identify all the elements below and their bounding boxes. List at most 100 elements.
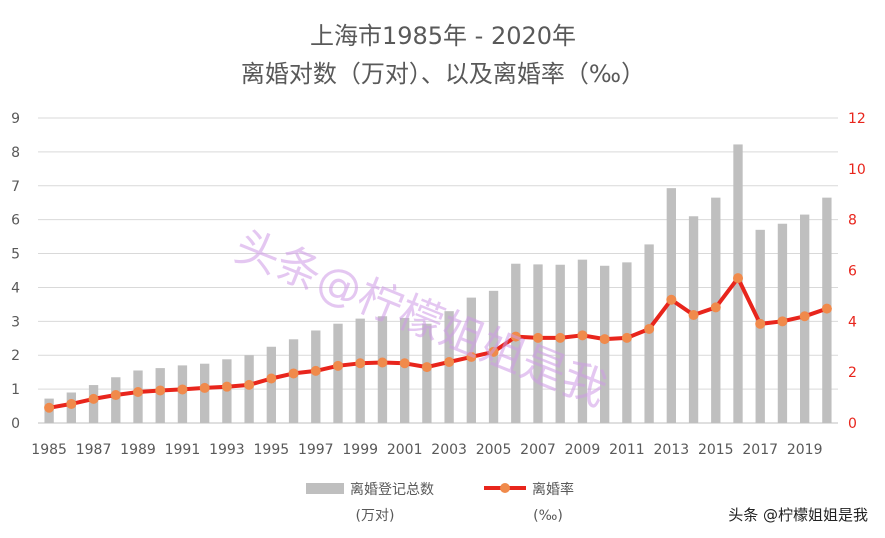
- line-point: [510, 331, 521, 342]
- y-left-tick-label: 4: [11, 280, 20, 296]
- y-left-tick-label: 0: [11, 416, 20, 432]
- line-point: [533, 332, 543, 343]
- line-point: [821, 303, 832, 314]
- x-tick-label: 2007: [520, 442, 556, 458]
- line-point: [333, 360, 343, 371]
- x-axis: 1985 1987 1989 1991 1993 1995 1997 1999 2001 2003…: [31, 442, 822, 458]
- corner-watermark: 头条 @柠檬姐姐是我: [728, 506, 868, 524]
- line-point: [777, 316, 788, 327]
- x-tick-label: 2009: [565, 442, 601, 458]
- chart-title-line2: 离婚对数（万对）、以及离婚率（‰）: [241, 60, 645, 88]
- x-tick-label: 1997: [298, 442, 334, 458]
- bar: [377, 316, 388, 423]
- bar: [555, 264, 565, 423]
- y-right-tick-label: 2: [848, 365, 857, 381]
- y-right-tick-label: 8: [848, 213, 857, 229]
- bar: [88, 385, 99, 423]
- bar: [600, 265, 610, 423]
- bar: [733, 144, 743, 423]
- line-point: [755, 318, 766, 329]
- legend: 离婚登记总数 (万对) 离婚率 (‰): [306, 481, 574, 524]
- bar: [200, 363, 210, 423]
- line-point: [88, 393, 99, 404]
- legend-label-bar: 离婚登记总数: [350, 481, 434, 498]
- y-right-tick-label: 4: [848, 314, 857, 330]
- line-point: [555, 332, 566, 343]
- y-left-tick-label: 3: [11, 314, 20, 330]
- line-point: [377, 357, 388, 368]
- line-point: [421, 362, 432, 373]
- bar: [400, 317, 410, 423]
- line-point: [444, 357, 455, 367]
- line-point: [266, 373, 277, 384]
- line-point: [621, 332, 632, 343]
- legend-unit-line: (‰): [533, 508, 563, 524]
- y-right-tick-label: 10: [848, 162, 866, 178]
- y-left-tick-label: 5: [11, 247, 20, 263]
- line-point: [466, 351, 477, 362]
- bar: [333, 323, 343, 423]
- x-tick-label: 2013: [654, 442, 690, 458]
- line-point: [666, 294, 677, 305]
- line-point: [710, 302, 721, 313]
- line-point: [310, 365, 321, 376]
- x-tick-label: 2005: [476, 442, 512, 458]
- bar: [288, 339, 299, 423]
- line-point: [133, 386, 143, 397]
- bar: [488, 290, 499, 423]
- x-tick-label: 1985: [31, 442, 67, 458]
- line-point: [644, 323, 655, 334]
- y-left-tick-label: 2: [11, 348, 20, 364]
- x-tick-label: 2015: [698, 442, 734, 458]
- y-axis-right: 0 2 4 6 8 10 12: [848, 111, 866, 432]
- line-point: [688, 309, 699, 320]
- x-tick-label: 2001: [387, 442, 423, 458]
- legend-label-line: 离婚率: [532, 481, 574, 498]
- chart-title: 上海市1985年 - 2020年 离婚对数（万对）、以及离婚率（‰）: [241, 22, 645, 88]
- line-point: [355, 358, 366, 369]
- bar: [444, 311, 454, 423]
- x-tick-label: 1987: [76, 442, 112, 458]
- x-tick-label: 2019: [787, 442, 823, 458]
- line-point: [288, 368, 299, 379]
- x-tick-label: 2017: [742, 442, 778, 458]
- bar: [155, 368, 165, 423]
- line-point: [199, 382, 210, 393]
- line-point: [577, 330, 588, 341]
- y-axis-left: 0 1 2 3 4 5 6 7 8 9: [11, 111, 20, 432]
- bar: [422, 323, 432, 423]
- y-left-tick-label: 8: [11, 145, 20, 161]
- legend-unit-bar: (万对): [356, 508, 395, 524]
- bar: [577, 259, 588, 423]
- y-left-tick-label: 6: [11, 213, 20, 229]
- x-tick-label: 1989: [120, 442, 156, 458]
- bar: [533, 264, 543, 423]
- y-left-tick-label: 7: [11, 179, 20, 195]
- line-series: [44, 273, 832, 413]
- bar: [666, 188, 676, 423]
- x-tick-label: 1993: [209, 442, 245, 458]
- y-left-tick-label: 1: [11, 382, 20, 398]
- line-point: [221, 381, 232, 392]
- chart-title-line1: 上海市1985年 - 2020年: [310, 22, 576, 50]
- legend-swatch-bar: [306, 483, 344, 494]
- bar: [355, 318, 365, 423]
- x-tick-label: 2003: [431, 442, 467, 458]
- line-point: [155, 385, 166, 396]
- y-right-tick-label: 6: [848, 264, 857, 280]
- x-tick-label: 1995: [254, 442, 290, 458]
- bar: [311, 330, 321, 423]
- y-right-tick-label: 0: [848, 416, 857, 432]
- bar: [111, 377, 121, 423]
- line-point: [599, 334, 610, 345]
- line-point: [488, 346, 499, 357]
- y-left-tick-label: 9: [11, 111, 20, 127]
- bar: [266, 346, 276, 423]
- y-right-tick-label: 12: [848, 111, 866, 127]
- line-point: [110, 390, 121, 401]
- bar: [511, 263, 521, 423]
- line-point: [177, 384, 188, 395]
- x-tick-label: 1999: [342, 442, 378, 458]
- line-point: [44, 402, 55, 413]
